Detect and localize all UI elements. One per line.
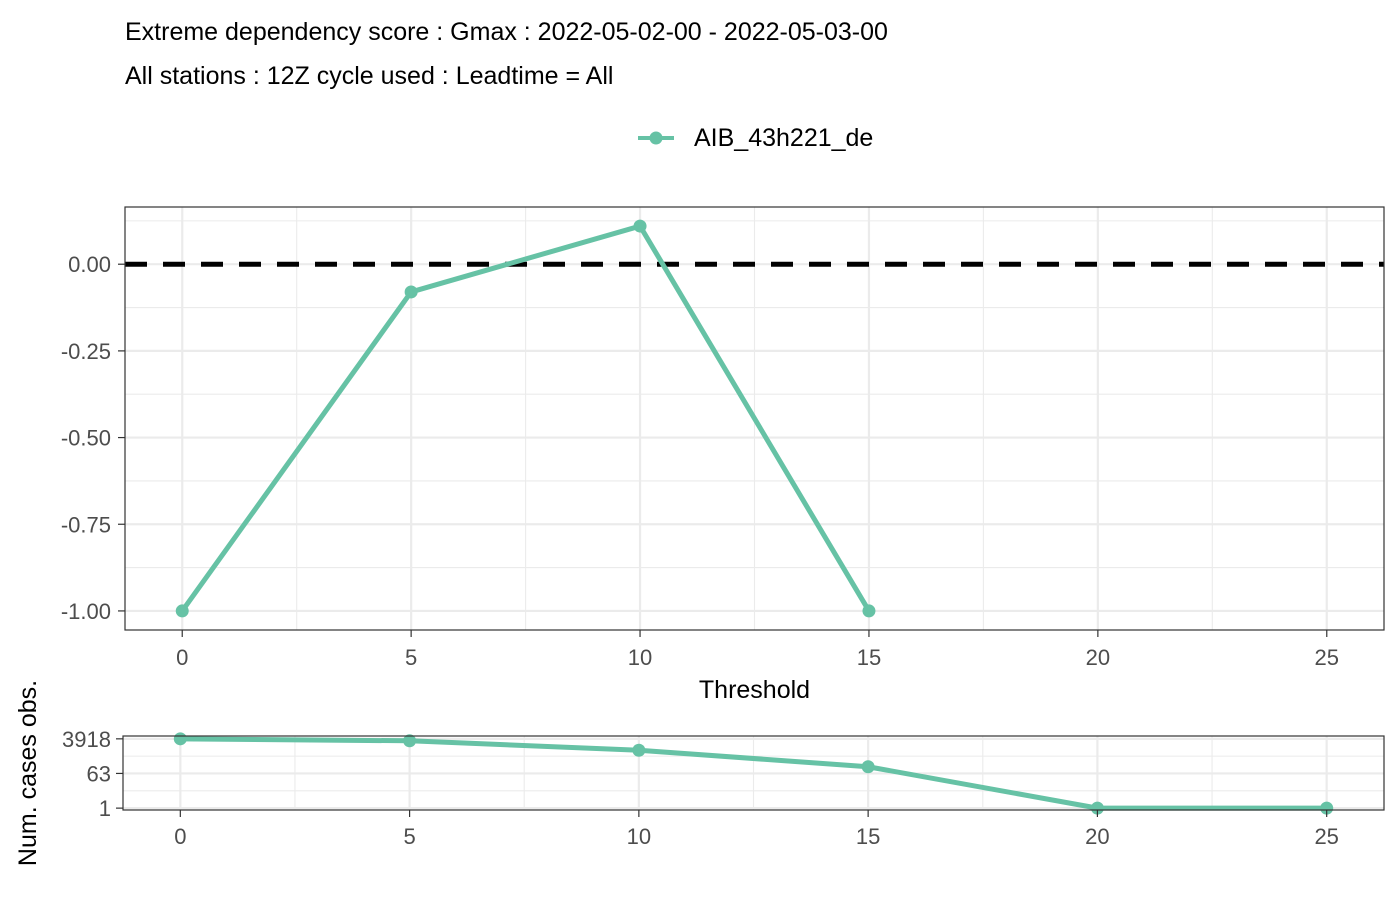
x-tick-label: 0: [176, 645, 188, 670]
x-tick-label: 0: [174, 824, 186, 849]
x-tick-label: 5: [403, 824, 415, 849]
x-tick-label: 10: [627, 824, 651, 849]
count-point: [1090, 801, 1104, 815]
y-tick-label: -1.00: [61, 599, 111, 624]
main-panel-border: [124, 206, 1385, 631]
data-point: [404, 285, 418, 299]
y-tick-label: -0.75: [61, 512, 111, 537]
count-grid: [123, 736, 1384, 810]
count-point: [173, 732, 187, 746]
title-block: Extreme dependency score : Gmax : 2022-0…: [125, 10, 888, 98]
data-point: [633, 219, 647, 233]
x-tick-label: 25: [1315, 645, 1339, 670]
chart-subtitle: All stations : 12Z cycle used : Leadtime…: [125, 62, 614, 90]
legend-label: AIB_43h221_de: [694, 123, 874, 152]
y-tick-label: 1: [99, 796, 111, 821]
x-tick-label: 15: [857, 645, 881, 670]
count-point: [632, 743, 646, 757]
count-y-ticks: 1 63 3918: [62, 727, 123, 821]
data-point: [862, 604, 876, 618]
data-point: [175, 604, 189, 618]
y-tick-label: 0.00: [68, 252, 111, 277]
count-point: [403, 734, 417, 748]
y-tick-label: 3918: [62, 727, 111, 752]
main-y-ticks: 0.00 -0.25 -0.50 -0.75 -1.00: [61, 252, 125, 624]
series-line: [180, 223, 872, 613]
y-tick-label: 63: [87, 761, 111, 786]
x-tick-label: 20: [1085, 824, 1109, 849]
x-tick-label: 10: [628, 645, 652, 670]
count-point: [1320, 801, 1334, 815]
main-x-ticks: 0 5 10 15 20 25: [176, 630, 1339, 670]
count-line: [180, 736, 1327, 811]
main-grid: [125, 207, 1384, 630]
x-axis-title: Threshold: [699, 676, 810, 704]
chart-title: Extreme dependency score : Gmax : 2022-0…: [125, 18, 888, 46]
y-tick-label: -0.25: [61, 339, 111, 364]
x-tick-label: 20: [1086, 645, 1110, 670]
count-y-axis-title: Num. cases obs.: [14, 680, 42, 866]
x-tick-label: 25: [1314, 824, 1338, 849]
x-tick-label: 15: [856, 824, 880, 849]
legend-key: [638, 131, 674, 145]
y-tick-label: -0.50: [61, 426, 111, 451]
count-x-ticks: 0 5 10 15 20 25: [174, 810, 1339, 849]
x-tick-label: 5: [405, 645, 417, 670]
legend: AIB_43h221_de: [636, 120, 873, 156]
main-series: [175, 219, 876, 618]
count-point: [861, 760, 875, 774]
